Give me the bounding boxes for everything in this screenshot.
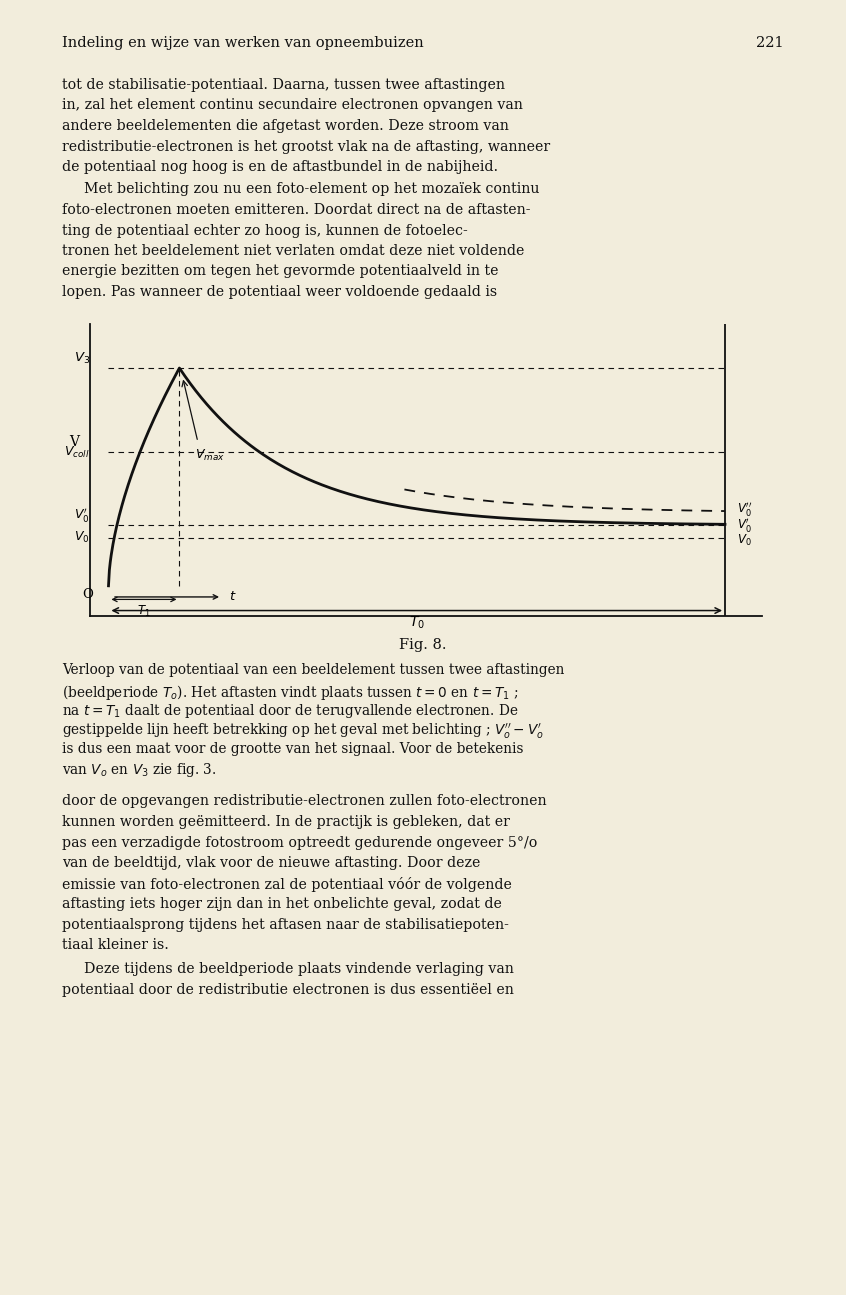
Text: Verloop van de potentiaal van een beeldelement tussen twee aftastingen: Verloop van de potentiaal van een beelde… (62, 663, 564, 677)
Text: lopen. Pas wanneer de potentiaal weer voldoende gedaald is: lopen. Pas wanneer de potentiaal weer vo… (62, 285, 497, 299)
Text: $t$: $t$ (229, 591, 237, 603)
Text: aftasting iets hoger zijn dan in het onbelichte geval, zodat de: aftasting iets hoger zijn dan in het onb… (62, 897, 502, 910)
Text: is dus een maat voor de grootte van het signaal. Voor de betekenis: is dus een maat voor de grootte van het … (62, 742, 524, 755)
Text: $V_3$: $V_3$ (74, 351, 90, 365)
Text: Deze tijdens de beeldperiode plaats vindende verlaging van: Deze tijdens de beeldperiode plaats vind… (84, 962, 514, 976)
Text: tiaal kleiner is.: tiaal kleiner is. (62, 938, 169, 952)
Text: Met belichting zou nu een foto-element op het mozaïek continu: Met belichting zou nu een foto-element o… (84, 183, 540, 197)
Text: ting de potentiaal echter zo hoog is, kunnen de fotoelec-: ting de potentiaal echter zo hoog is, ku… (62, 224, 468, 237)
Text: tot de stabilisatie-potentiaal. Daarna, tussen twee aftastingen: tot de stabilisatie-potentiaal. Daarna, … (62, 78, 505, 92)
Text: $T_0$: $T_0$ (409, 614, 425, 631)
Text: $V_0$: $V_0$ (74, 530, 90, 545)
Text: door de opgevangen redistributie-electronen zullen foto-electronen: door de opgevangen redistributie-electro… (62, 795, 547, 808)
Text: $V_{max}$: $V_{max}$ (195, 448, 224, 462)
Text: Fig. 8.: Fig. 8. (399, 637, 447, 651)
Text: foto-electronen moeten emitteren. Doordat direct na de aftasten-: foto-electronen moeten emitteren. Doorda… (62, 203, 530, 218)
Text: potentiaal door de redistributie electronen is dus essentiëel en: potentiaal door de redistributie electro… (62, 983, 514, 997)
Text: (beeldperiode $T_o$). Het aftasten vindt plaats tussen $t=0$ en $t=T_1$ ;: (beeldperiode $T_o$). Het aftasten vindt… (62, 682, 519, 702)
Text: $V_0''$: $V_0''$ (738, 500, 753, 518)
Text: na $t=T_1$ daalt de potentiaal door de terugvallende electronen. De: na $t=T_1$ daalt de potentiaal door de t… (62, 702, 519, 720)
Text: energie bezitten om tegen het gevormde potentiaalveld in te: energie bezitten om tegen het gevormde p… (62, 264, 498, 278)
Text: kunnen worden geëmitteerd. In de practijk is gebleken, dat er: kunnen worden geëmitteerd. In de practij… (62, 815, 510, 829)
Text: V: V (69, 435, 80, 449)
Text: de potentiaal nog hoog is en de aftastbundel in de nabijheid.: de potentiaal nog hoog is en de aftastbu… (62, 161, 498, 174)
Text: potentiaalsprong tijdens het aftasen naar de stabilisatiepoten-: potentiaalsprong tijdens het aftasen naa… (62, 917, 509, 931)
Text: van $V_o$ en $V_3$ zie fig. 3.: van $V_o$ en $V_3$ zie fig. 3. (62, 761, 217, 780)
Text: tronen het beeldelement niet verlaten omdat deze niet voldende: tronen het beeldelement niet verlaten om… (62, 243, 525, 258)
Text: van de beeldtijd, vlak voor de nieuwe aftasting. Door deze: van de beeldtijd, vlak voor de nieuwe af… (62, 856, 481, 870)
Text: in, zal het element continu secundaire electronen opvangen van: in, zal het element continu secundaire e… (62, 98, 523, 113)
Text: pas een verzadigde fotostroom optreedt gedurende ongeveer 5°/o: pas een verzadigde fotostroom optreedt g… (62, 835, 537, 850)
Text: $V_0$: $V_0$ (738, 532, 752, 548)
Text: 221: 221 (756, 36, 784, 51)
Text: $V_0'$: $V_0'$ (74, 506, 90, 524)
Text: andere beeldelementen die afgetast worden. Deze stroom van: andere beeldelementen die afgetast worde… (62, 119, 509, 133)
Text: $T_1$: $T_1$ (137, 605, 151, 619)
Text: $V_0'$: $V_0'$ (738, 517, 752, 534)
Text: gestippelde lijn heeft betrekking op het geval met belichting ; $V_o'' - V_o'$: gestippelde lijn heeft betrekking op het… (62, 723, 544, 741)
Text: emissie van foto-electronen zal de potentiaal vóór de volgende: emissie van foto-electronen zal de poten… (62, 877, 512, 891)
Text: $V_{coll}$: $V_{coll}$ (64, 444, 90, 460)
Text: redistributie-electronen is het grootst vlak na de aftasting, wanneer: redistributie-electronen is het grootst … (62, 140, 550, 154)
Text: Indeling en wijze van werken van opneembuizen: Indeling en wijze van werken van opneemb… (62, 36, 424, 51)
Text: O: O (82, 588, 93, 601)
